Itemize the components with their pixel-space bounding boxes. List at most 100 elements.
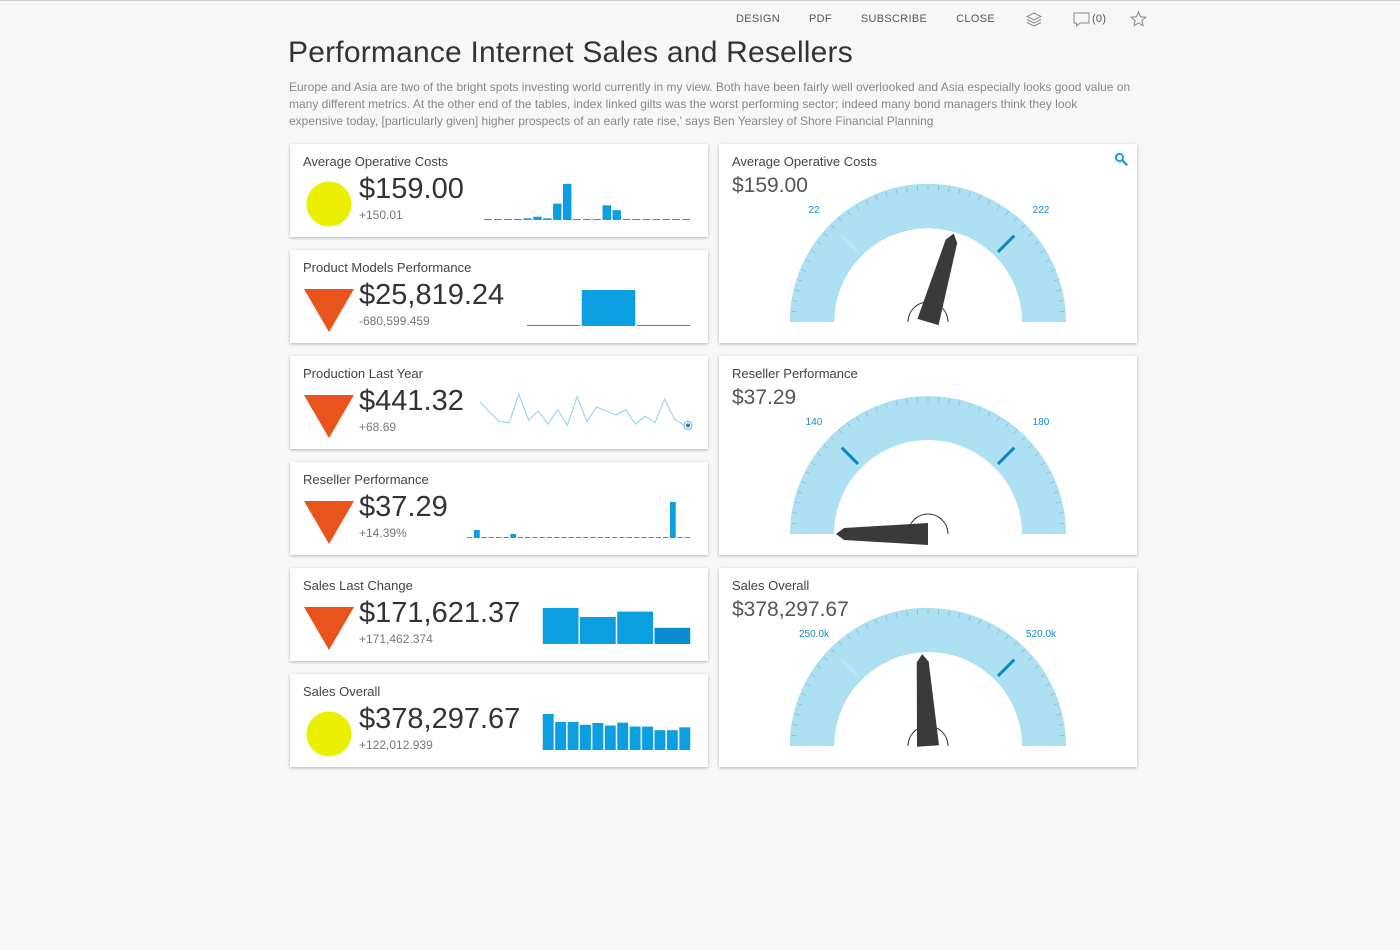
gauge-minor-tick [810,674,816,678]
gauge-minor-tick [885,191,888,197]
gauge-minor-tick [838,429,843,434]
gauge-minor-tick [838,641,843,646]
status-indicator-icon [304,607,354,650]
gauge-minor-tick [830,648,835,653]
gauge-minor-tick [968,403,971,409]
sparkline-bar [555,721,567,750]
status-indicator-icon [304,395,354,438]
gauge-minor-tick [856,416,860,422]
gauge-tile-average-operative-costs[interactable]: Average Operative Costs $159.00 22 222 [719,144,1137,343]
sparkline-bar [654,627,691,644]
gauge-minor-tick [865,623,869,629]
gauge-minor-tick [1005,634,1009,640]
kpi-delta: +171,462.374 [359,632,433,646]
sparkline-bar [669,502,676,538]
kpi-delta: +122,012.939 [359,738,433,752]
kpi-tile-reseller-performance[interactable]: Reseller Performance $37.29 +14.39% [290,462,708,555]
kpi-title: Average Operative Costs [303,154,448,169]
page-title: Performance Internet Sales and Resellers [288,36,853,69]
gauge-minor-tick [1034,665,1040,669]
kpi-tile-production-last-year[interactable]: Production Last Year $441.32 +68.69 [290,356,708,449]
gauge-minor-tick [1040,674,1046,678]
gauge-minor-tick [958,612,961,618]
layers-icon[interactable] [1025,11,1042,27]
star-icon[interactable] [1130,11,1148,27]
kpi-delta: -680,599.459 [359,314,430,328]
status-down-shape [304,501,354,544]
sparkline-bar [602,205,612,220]
gauge-minor-tick [875,407,878,413]
status-down-shape [304,395,354,438]
gauge-minor-tick [895,188,898,194]
gauge-minor-tick [875,619,878,625]
gauge-minor-tick [895,612,898,618]
gauge-major-tick [840,446,860,466]
gauge-major-tick [996,234,1016,254]
gauge-minor-tick [1028,656,1033,661]
gauge-minor-tick [1049,269,1055,272]
gauge-minor-tick [830,224,835,229]
gauge-minor-tick [978,195,981,201]
comment-icon [1073,12,1090,27]
gauge-minor-tick [1013,641,1018,646]
gauge-minor-tick [810,250,816,254]
gauge-minor-tick [794,501,800,504]
gauge-needle [836,523,928,545]
status-good-shape [306,711,352,757]
gauge-minor-tick [1021,436,1026,441]
pdf-button[interactable]: PDF [808,13,832,25]
gauge-minor-tick [856,204,860,210]
gauge-minor-tick [847,210,851,216]
sparkline-bar [666,730,678,750]
kpi-tile-sales-last-change[interactable]: Sales Last Change $171,621.37 +171,462.3… [290,568,708,661]
gauge-minor-tick [838,217,843,222]
gauge-band-high-label: 222 [1033,205,1050,216]
gauge-minor-tick [906,610,908,616]
kpi-title: Product Models Performance [303,260,472,275]
sparkline-bar [604,725,616,750]
gauge-minor-tick [801,693,807,696]
gauge-minor-tick [1045,471,1051,475]
kpi-value: $37.29 [359,491,448,523]
kpi-tile-sales-overall[interactable]: Sales Overall $378,297.67 +122,012.939 [290,674,708,767]
kpi-title: Reseller Performance [303,472,429,487]
gauge-minor-tick [948,610,950,616]
zoom-icon[interactable] [1114,152,1128,166]
gauge-minor-tick [1034,453,1040,457]
kpi-value: $441.32 [359,385,464,417]
sparkline-bar [592,723,604,750]
gauge-minor-tick [958,188,961,194]
status-indicator-icon [306,711,352,757]
gauge-tile-reseller-performance[interactable]: Reseller Performance $37.29 140 180 [719,356,1137,555]
sparkline-bar [612,210,621,220]
kpi-tile-product-models-performance[interactable]: Product Models Performance $25,819.24 -6… [290,250,708,343]
gauge-minor-tick [978,619,981,625]
gauge-title: Reseller Performance [732,366,858,381]
gauge-minor-tick [1040,462,1046,466]
gauge-minor-tick [987,199,991,205]
gauge-minor-tick [885,615,888,621]
status-down-shape [304,289,354,332]
gauge-minor-tick [816,241,822,245]
subscribe-button[interactable]: SUBSCRIBE [860,13,928,25]
gauge-tile-sales-overall[interactable]: Sales Overall $378,297.67 250.0k 520.0k [719,568,1137,767]
gauge-minor-tick [801,481,807,484]
sparkline-bar [543,218,552,220]
comments-button[interactable]: (0) [1073,12,1106,27]
close-button[interactable]: CLOSE [956,13,995,25]
gauge-major-tick [840,658,860,678]
gauge-minor-tick [847,634,851,640]
gauge-minor-tick [816,453,822,457]
gauge-minor-tick [792,724,798,726]
page-description: Europe and Asia are two of the bright sp… [289,80,1131,128]
kpi-tile-average-operative-costs[interactable]: Average Operative Costs $159.00 +150.01 [290,144,708,237]
gauge-minor-tick [996,628,1000,634]
kpi-delta: +150.01 [359,208,403,222]
gauge-title: Average Operative Costs [732,154,877,169]
gauge-minor-tick [1013,429,1018,434]
gauge-minor-tick [968,191,971,197]
gauge-minor-tick [948,186,950,192]
gauge-minor-tick [978,407,981,413]
gauge-range-band [790,184,1066,322]
design-button[interactable]: DESIGN [736,13,780,25]
